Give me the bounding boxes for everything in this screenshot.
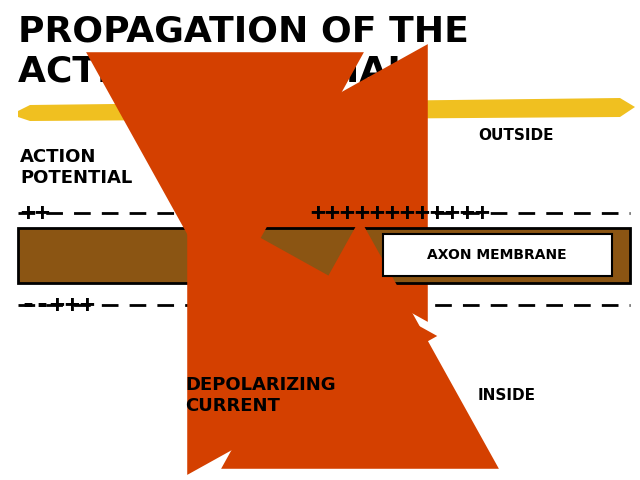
Text: DEPOLARIZING
CURRENT: DEPOLARIZING CURRENT <box>185 376 335 415</box>
Text: PROPAGATION OF THE: PROPAGATION OF THE <box>18 15 469 49</box>
Text: ++: ++ <box>20 201 50 225</box>
Bar <box>18 228 630 283</box>
Text: ++++++++++++: ++++++++++++ <box>310 201 490 225</box>
Text: ACTION
POTENTIAL: ACTION POTENTIAL <box>20 148 132 187</box>
Text: OUTSIDE: OUTSIDE <box>478 128 554 143</box>
FancyBboxPatch shape <box>383 234 612 276</box>
Text: ACTION POTENTIAL: ACTION POTENTIAL <box>18 55 410 89</box>
Polygon shape <box>18 98 635 121</box>
Text: --+++: --+++ <box>20 293 95 317</box>
Text: AXON MEMBRANE: AXON MEMBRANE <box>427 248 567 262</box>
Text: +++: +++ <box>255 293 300 317</box>
Text: INSIDE: INSIDE <box>478 388 536 403</box>
